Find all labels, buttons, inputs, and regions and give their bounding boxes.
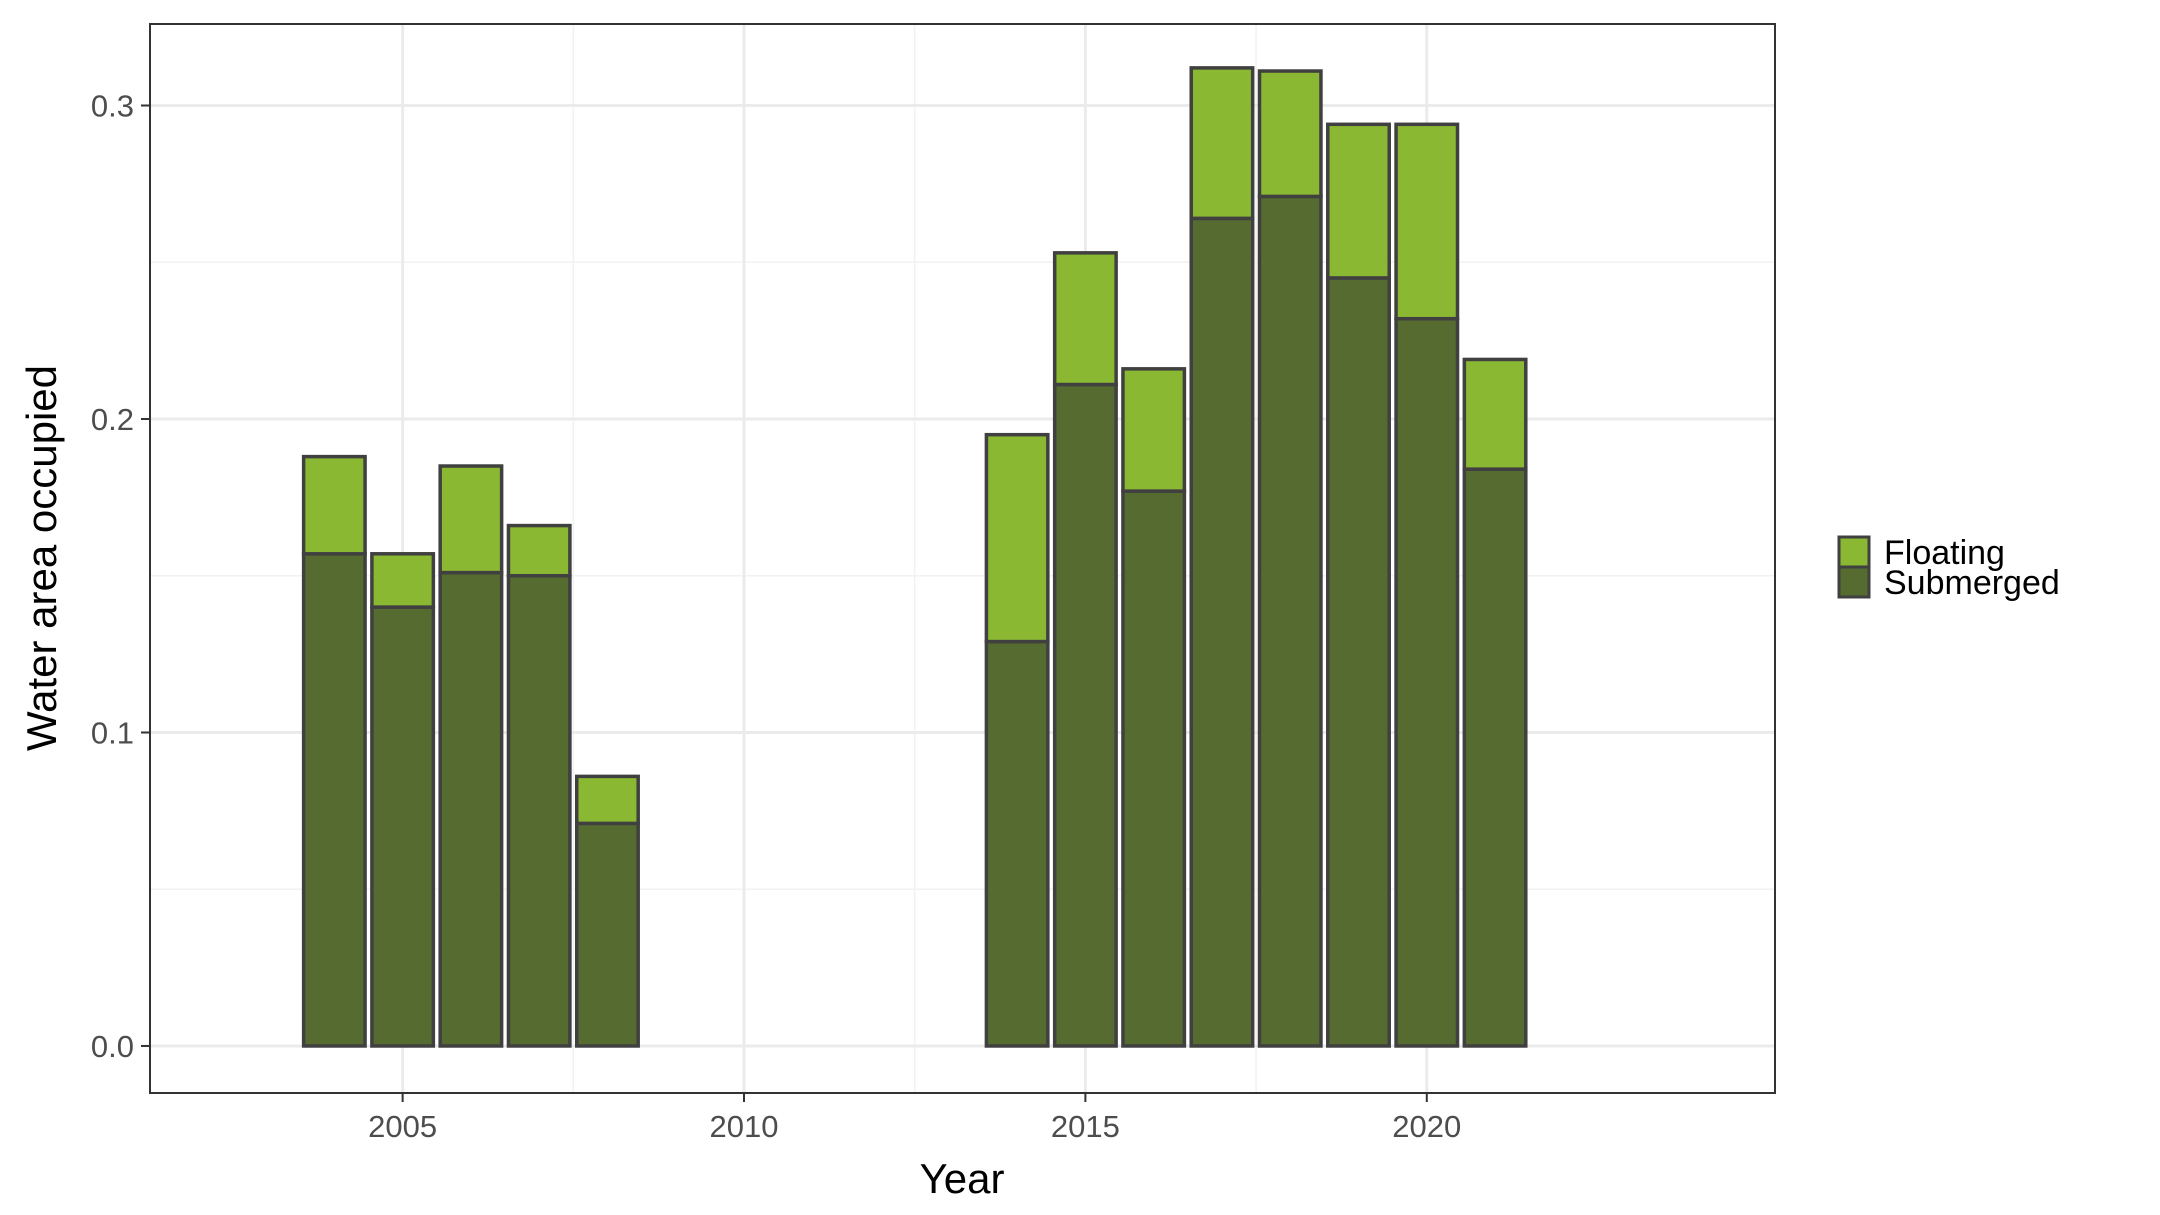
y-axis: 0.0 0.1 0.2 0.3 [91,89,150,1064]
legend-label-submerged: Submerged [1884,564,2060,602]
bar-submerged-2017 [1189,216,1255,1048]
bar-submerged-2020 [1394,316,1460,1048]
y-tick-label: 0.0 [91,1029,134,1064]
bar-floating-2019 [1326,122,1391,280]
bar-floating-2006 [438,464,504,575]
bar-floating-2015 [1052,251,1118,387]
bar-submerged-2018 [1257,194,1323,1048]
y-tick-label: 0.1 [91,715,134,750]
y-axis-title: Water area occupied [18,365,65,751]
bar-submerged-2016 [1121,489,1187,1048]
bar-floating-2008 [574,774,640,826]
bar-submerged-2005 [370,605,436,1048]
x-tick-label: 2010 [710,1109,779,1144]
bar-floating-2017 [1189,66,1255,221]
x-axis: 2005 2010 2015 2020 [368,1093,1461,1144]
bar-floating-2014 [984,432,1050,644]
bar-submerged-2021 [1462,467,1528,1048]
bar-floating-2004 [301,454,367,556]
bar-floating-2020 [1394,122,1460,321]
bars-group [301,66,1528,1048]
bar-submerged-2014 [984,639,1050,1048]
x-tick-label: 2015 [1051,1109,1120,1144]
x-tick-label: 2020 [1392,1109,1461,1144]
bar-floating-2007 [506,523,572,578]
legend-label-floating: Floating [1884,534,2005,572]
bar-floating-2021 [1462,357,1528,471]
bar-floating-2016 [1121,367,1187,493]
legend-key-submerged [1837,565,1871,599]
x-axis-title: Year [920,1155,1005,1202]
legend-key-floating [1837,535,1871,569]
y-tick-label: 0.2 [91,402,134,437]
bar-floating-2018 [1257,69,1323,199]
x-tick-label: 2005 [368,1109,437,1144]
y-tick-label: 0.3 [91,89,134,124]
bar-submerged-2007 [506,573,572,1048]
bar-submerged-2006 [438,570,504,1048]
panel-border [149,23,1776,1094]
bar-submerged-2019 [1326,276,1391,1048]
bar-floating-2005 [370,552,436,609]
bar-submerged-2008 [574,821,640,1048]
bar-submerged-2015 [1052,382,1118,1048]
bar-submerged-2004 [301,552,367,1048]
